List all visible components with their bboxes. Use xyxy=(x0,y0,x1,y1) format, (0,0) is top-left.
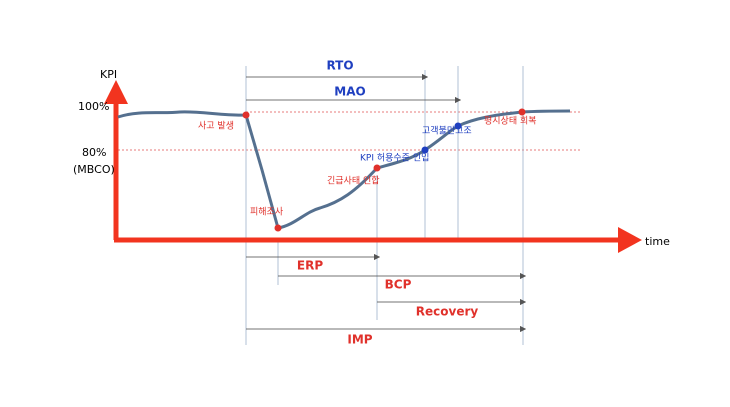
x-arrow xyxy=(618,227,642,253)
kpi-curve xyxy=(117,109,571,230)
event-point xyxy=(274,224,282,232)
event-point xyxy=(454,122,462,130)
event-label: KPI 허용수준 인입 xyxy=(360,152,429,164)
event-point xyxy=(518,108,526,116)
span-label: IMP xyxy=(347,333,372,347)
span-label: ERP xyxy=(297,259,323,273)
span-label: BCP xyxy=(385,278,412,292)
span-label: Recovery xyxy=(416,305,479,319)
event-label: 평시상태 회복 xyxy=(484,116,537,127)
event-point xyxy=(421,146,429,154)
event-label: 고객불만고조 xyxy=(422,126,472,137)
guides xyxy=(245,66,524,345)
span-label: MAO xyxy=(334,85,365,99)
level-80: 80% xyxy=(82,146,106,159)
event-label: 피해조사 xyxy=(250,207,284,218)
y-label: KPI xyxy=(100,68,117,81)
y-arrow xyxy=(104,80,128,104)
event-point xyxy=(242,111,250,119)
event-point xyxy=(373,164,381,172)
event-label: 사고 발생 xyxy=(198,121,234,132)
event-label: 긴급사태 인합 xyxy=(327,176,380,187)
spans xyxy=(246,73,527,333)
x-label: time xyxy=(645,235,670,248)
span-label: RTO xyxy=(326,59,353,73)
level-80-note: (MBCO) xyxy=(73,163,115,176)
level-100: 100% xyxy=(78,100,109,113)
